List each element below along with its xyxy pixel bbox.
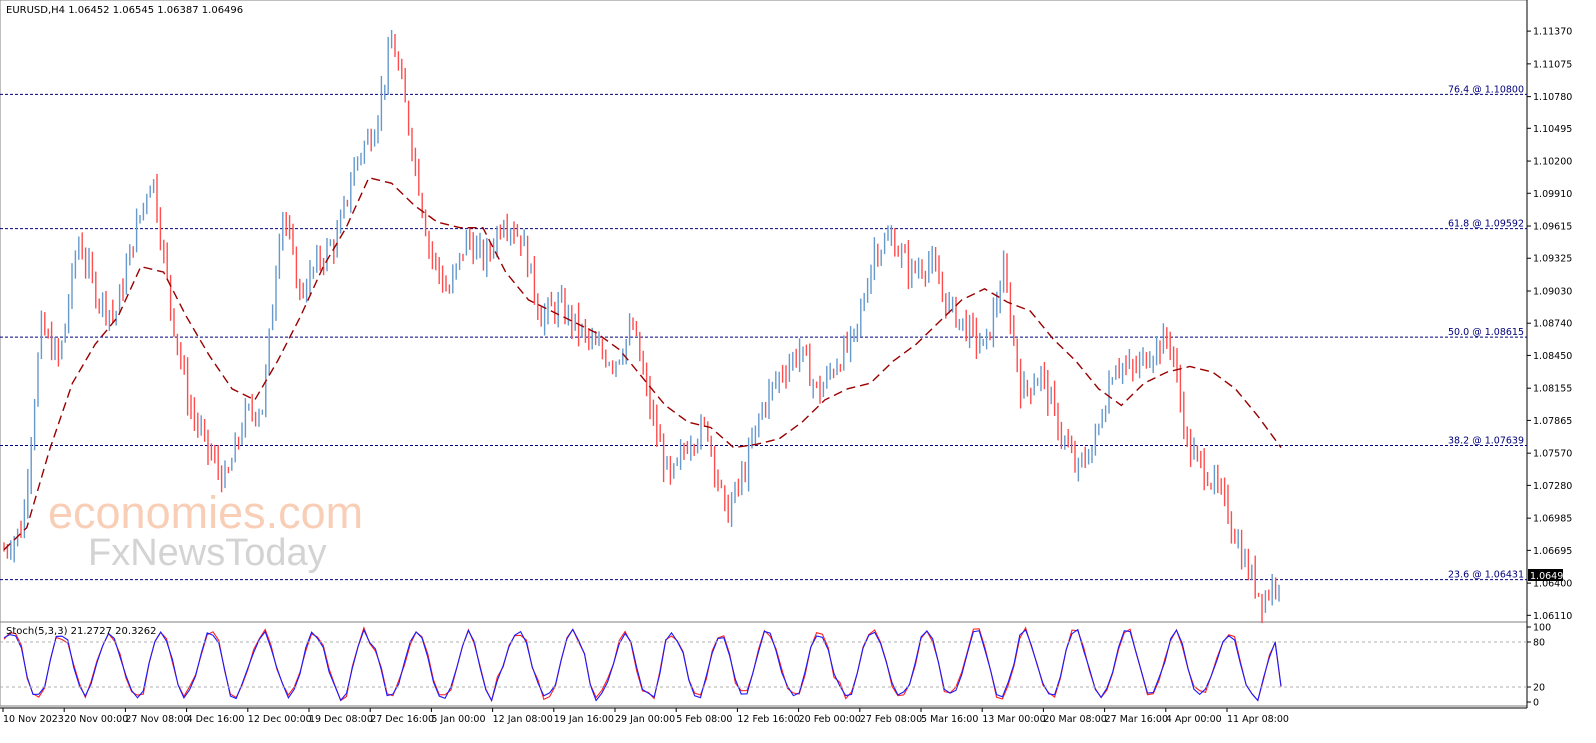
- time-tick-label: 29 Jan 00:00: [615, 714, 675, 725]
- time-tick-label: 20 Feb 00:00: [799, 714, 861, 725]
- moving-average: [3, 176, 1282, 551]
- fib-level-label: 76.4 @ 1.10800: [1448, 84, 1524, 95]
- time-tick-label: 4 Apr 00:00: [1166, 714, 1222, 725]
- price-tick-label: 1.07280: [1533, 481, 1572, 492]
- price-pane[interactable]: [0, 0, 1528, 623]
- stoch-tick-label: 80: [1533, 638, 1545, 649]
- time-tick-label: 5 Feb 08:00: [676, 714, 732, 725]
- fib-level-label: 23.6 @ 1.06431: [1448, 570, 1524, 581]
- time-tick-label: 5 Jan 00:00: [431, 714, 485, 725]
- time-tick-label: 27 Dec 16:00: [370, 714, 434, 725]
- time-tick-label: 12 Feb 16:00: [737, 714, 799, 725]
- stochastic-axis: 100 80 20 0: [0, 623, 1551, 709]
- price-tick-label: 1.11075: [1533, 59, 1572, 70]
- chart-header: EURUSD,H4 1.06452 1.06545 1.06387 1.0649…: [6, 5, 243, 16]
- watermark-line2: FxNewsToday: [88, 532, 327, 574]
- price-tick-label: 1.09030: [1533, 287, 1572, 298]
- time-tick-label: 12 Dec 00:00: [248, 714, 312, 725]
- price-tick-label: 1.08740: [1533, 319, 1572, 330]
- time-tick-label: 19 Dec 08:00: [309, 714, 373, 725]
- stochastic-lines: [3, 626, 1282, 703]
- price-tick-label: 1.10780: [1533, 92, 1572, 103]
- price-tick-label: 1.09325: [1533, 254, 1572, 265]
- time-tick-label: 11 Apr 08:00: [1227, 714, 1289, 725]
- fib-level-label: 38.2 @ 1.07639: [1448, 436, 1524, 447]
- price-tick-label: 1.08450: [1533, 351, 1572, 362]
- price-tick-label: 1.08155: [1533, 384, 1572, 395]
- current-price-box: [1528, 569, 1563, 581]
- time-tick-label: 27 Nov 08:00: [125, 714, 189, 725]
- fib-level-label: 61.8 @ 1.09592: [1448, 219, 1524, 230]
- price-tick-label: 1.10495: [1533, 124, 1572, 135]
- stochastic-main-line: [3, 628, 1282, 702]
- price-tick-label: 1.06695: [1533, 546, 1572, 557]
- time-tick-label: 27 Mar 16:00: [1105, 714, 1168, 725]
- price-tick-label: 1.10200: [1533, 157, 1572, 168]
- stoch-tick-label: 0: [1533, 698, 1539, 709]
- time-tick-label: 27 Feb 08:00: [860, 714, 922, 725]
- stoch-tick-label: 20: [1533, 683, 1545, 694]
- watermark-line1: economies.com: [48, 487, 363, 538]
- price-tick-label: 1.07865: [1533, 416, 1572, 427]
- time-tick-label: 13 Mar 00:00: [982, 714, 1045, 725]
- price-tick-label: 1.11370: [1533, 27, 1572, 38]
- time-tick-label: 4 Dec 16:00: [187, 714, 245, 725]
- time-tick-label: 20 Nov 00:00: [64, 714, 128, 725]
- price-axis: 1.11370 1.11075 1.10780 1.10495 1.10200 1.099…: [1527, 27, 1572, 622]
- stochastic-header: Stoch(5,3,3) 21.2727 20.3262: [6, 626, 157, 637]
- current-price-label: 1.06496: [1530, 571, 1569, 582]
- time-tick-label: 10 Nov 2023: [3, 714, 64, 725]
- price-bars: [3, 30, 1280, 624]
- price-tick-label: 1.09910: [1533, 189, 1572, 200]
- time-tick-label: 5 Mar 16:00: [921, 714, 978, 725]
- price-tick-label: 1.07570: [1533, 449, 1572, 460]
- stoch-tick-label: 100: [1533, 623, 1551, 634]
- time-tick-label: 19 Jan 16:00: [554, 714, 614, 725]
- price-tick-label: 1.06985: [1533, 514, 1572, 525]
- price-tick-label: 1.09615: [1533, 222, 1572, 233]
- fib-level-label: 50.0 @ 1.08615: [1448, 327, 1524, 338]
- time-tick-label: 20 Mar 08:00: [1043, 714, 1106, 725]
- time-tick-label: 12 Jan 08:00: [493, 714, 553, 725]
- price-tick-label: 1.06400: [1533, 579, 1572, 590]
- price-tick-label: 1.06110: [1533, 611, 1572, 622]
- moving-average-line: [3, 176, 1282, 551]
